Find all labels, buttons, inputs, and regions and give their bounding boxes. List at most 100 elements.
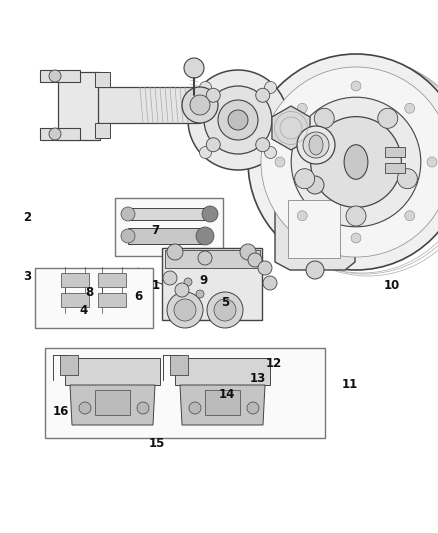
Circle shape xyxy=(219,402,231,414)
Text: 5: 5 xyxy=(221,296,229,309)
Polygon shape xyxy=(98,273,126,287)
Circle shape xyxy=(121,229,135,243)
Circle shape xyxy=(427,157,437,167)
Polygon shape xyxy=(272,106,310,150)
Polygon shape xyxy=(128,208,210,220)
Text: 3: 3 xyxy=(23,270,31,282)
Bar xyxy=(115,198,223,256)
Circle shape xyxy=(263,276,277,290)
Circle shape xyxy=(190,95,210,115)
Circle shape xyxy=(378,108,398,128)
Circle shape xyxy=(189,402,201,414)
Circle shape xyxy=(295,168,314,189)
Circle shape xyxy=(218,100,258,140)
Circle shape xyxy=(188,70,288,170)
Circle shape xyxy=(121,207,135,221)
Polygon shape xyxy=(175,358,270,385)
Bar xyxy=(60,355,78,375)
Polygon shape xyxy=(95,390,130,415)
Circle shape xyxy=(184,278,192,286)
Polygon shape xyxy=(275,180,355,270)
Circle shape xyxy=(351,81,361,91)
Bar xyxy=(45,348,325,438)
Circle shape xyxy=(297,103,307,113)
Circle shape xyxy=(306,176,324,194)
Circle shape xyxy=(167,292,203,328)
Circle shape xyxy=(275,157,285,167)
Circle shape xyxy=(79,402,91,414)
Circle shape xyxy=(196,227,214,245)
Polygon shape xyxy=(70,385,155,425)
Circle shape xyxy=(351,233,361,243)
Ellipse shape xyxy=(309,135,323,155)
Ellipse shape xyxy=(199,82,212,93)
Circle shape xyxy=(405,103,415,113)
Bar xyxy=(165,250,260,268)
Circle shape xyxy=(175,283,189,297)
Ellipse shape xyxy=(303,132,329,158)
Circle shape xyxy=(49,128,61,140)
Ellipse shape xyxy=(199,147,212,158)
Polygon shape xyxy=(385,163,405,173)
Polygon shape xyxy=(98,293,126,307)
Polygon shape xyxy=(385,147,405,157)
Circle shape xyxy=(291,97,421,227)
Polygon shape xyxy=(98,87,200,123)
Text: 7: 7 xyxy=(152,224,159,237)
Circle shape xyxy=(240,244,256,260)
Circle shape xyxy=(167,244,183,260)
Circle shape xyxy=(49,70,61,82)
Circle shape xyxy=(137,402,149,414)
Text: 1: 1 xyxy=(152,279,159,292)
Polygon shape xyxy=(162,248,262,320)
Text: 14: 14 xyxy=(219,388,235,401)
Text: 2: 2 xyxy=(23,211,31,224)
Text: 16: 16 xyxy=(52,405,69,418)
Circle shape xyxy=(213,249,223,259)
Polygon shape xyxy=(61,273,89,287)
Text: 13: 13 xyxy=(249,372,266,385)
Circle shape xyxy=(207,292,243,328)
Polygon shape xyxy=(65,358,160,385)
Polygon shape xyxy=(205,390,240,415)
Polygon shape xyxy=(95,123,110,138)
Polygon shape xyxy=(40,70,80,82)
Circle shape xyxy=(247,402,259,414)
Circle shape xyxy=(204,86,272,154)
Bar xyxy=(170,355,188,375)
Ellipse shape xyxy=(265,147,276,158)
Ellipse shape xyxy=(297,126,335,164)
Circle shape xyxy=(256,138,270,152)
Circle shape xyxy=(346,206,366,226)
Circle shape xyxy=(248,253,262,267)
Circle shape xyxy=(174,299,196,321)
Text: 12: 12 xyxy=(265,357,282,370)
Text: 10: 10 xyxy=(384,279,400,292)
Text: 15: 15 xyxy=(148,437,165,450)
Circle shape xyxy=(206,88,220,102)
Ellipse shape xyxy=(344,145,368,179)
Circle shape xyxy=(306,261,324,279)
Polygon shape xyxy=(40,128,80,140)
Circle shape xyxy=(109,402,121,414)
Circle shape xyxy=(405,211,415,221)
Text: 11: 11 xyxy=(341,378,358,391)
Circle shape xyxy=(228,110,248,130)
Text: 4: 4 xyxy=(79,304,87,317)
Polygon shape xyxy=(128,228,205,244)
Polygon shape xyxy=(180,385,265,425)
Polygon shape xyxy=(95,72,110,87)
Circle shape xyxy=(182,87,218,123)
Circle shape xyxy=(202,206,218,222)
Circle shape xyxy=(163,271,177,285)
Circle shape xyxy=(258,261,272,275)
Circle shape xyxy=(311,117,401,207)
Ellipse shape xyxy=(265,82,276,93)
Circle shape xyxy=(196,290,204,298)
Text: 6: 6 xyxy=(134,290,142,303)
Circle shape xyxy=(206,138,220,152)
Bar xyxy=(35,268,153,328)
Circle shape xyxy=(256,88,270,102)
Circle shape xyxy=(198,251,212,265)
Polygon shape xyxy=(58,72,100,140)
